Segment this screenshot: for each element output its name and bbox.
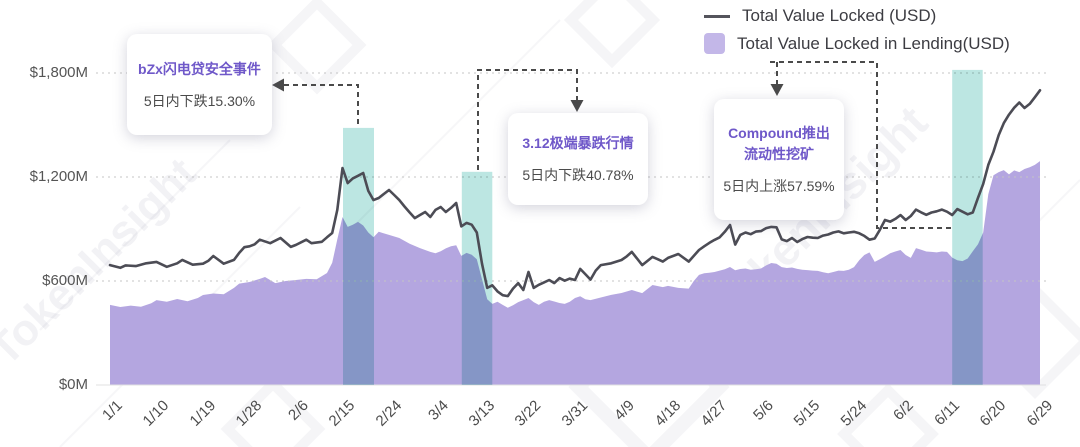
legend: Total Value Locked (USD) Total Value Loc… [704, 6, 1010, 54]
legend-item-lending[interactable]: Total Value Locked in Lending(USD) [704, 33, 1010, 54]
y-axis-label: $0M [58, 376, 88, 393]
watermark-line [349, 19, 561, 231]
annotation-title-line2: 流动性挖矿 [744, 146, 814, 162]
annotation-bzx-event: bZx闪电贷安全事件 5日内下跌15.30% [127, 34, 272, 135]
annotation-connector [284, 84, 359, 127]
arrowhead-icon [272, 78, 284, 92]
annotation-connector [477, 69, 578, 170]
lending-area [110, 161, 1040, 385]
tvl-line [108, 89, 1042, 298]
y-axis-label: $1,800M [29, 64, 88, 81]
annotation-title: 3.12极端暴跌行情 [522, 135, 634, 151]
highlight-band [343, 127, 374, 386]
area-swatch-icon [704, 33, 725, 54]
line-swatch-icon [704, 14, 730, 18]
legend-label: Total Value Locked (USD) [742, 6, 937, 25]
legend-label: Total Value Locked in Lending(USD) [737, 33, 1010, 53]
annotation-body: 5日内下跌15.30% [143, 92, 256, 109]
legend-item-total-value-locked[interactable]: Total Value Locked (USD) [704, 6, 1010, 26]
annotation-body: 5日内上涨57.59% [723, 178, 835, 194]
annotation-compound-mining: Compound推出 流动性挖矿 5日内上涨57.59% [714, 99, 844, 220]
highlight-band [461, 171, 493, 385]
annotation-title: bZx闪电贷安全事件 [138, 60, 261, 77]
annotation-title: Compound推出 [728, 125, 830, 141]
arrowhead-icon [770, 84, 784, 96]
watermark-line [39, 139, 231, 331]
y-axis-label: $1,200M [29, 168, 88, 185]
y-axis-label: $600M [42, 272, 88, 289]
highlight-band [952, 69, 983, 386]
annotation-312-crash: 3.12极端暴跌行情 5日内下跌40.78% [508, 113, 648, 205]
annotation-body: 5日内下跌40.78% [522, 167, 634, 183]
arrowhead-icon [570, 100, 584, 112]
annotation-connector [770, 61, 951, 229]
